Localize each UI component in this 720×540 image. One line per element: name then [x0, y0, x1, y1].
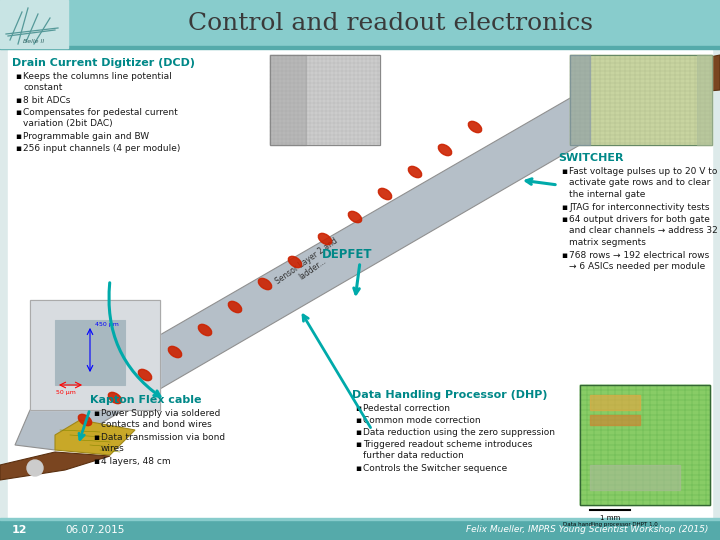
Text: 768 rows → 192 electrical rows
→ 6 ASICs needed per module: 768 rows → 192 electrical rows → 6 ASICs…	[569, 251, 709, 272]
Polygon shape	[55, 420, 135, 455]
Bar	[0, 520, 720, 540]
Text: Pedestal correction: Pedestal correction	[363, 404, 450, 413]
Bar	[270, 55, 380, 145]
Text: 4 layers, 48 cm: 4 layers, 48 cm	[101, 457, 171, 466]
Bar	[0, 0, 720, 48]
Ellipse shape	[438, 144, 451, 156]
Polygon shape	[0, 452, 110, 480]
Text: ▪: ▪	[15, 96, 21, 105]
Text: JTAG for interconnectivity tests: JTAG for interconnectivity tests	[569, 203, 709, 212]
Bar	[270, 55, 380, 145]
Text: Sensor Layer 2 and
ladder...: Sensor Layer 2 and ladder...	[274, 236, 346, 294]
Text: DEPFET: DEPFET	[322, 248, 372, 261]
Text: Fast voltage pulses up to 20 V to
activate gate rows and to clear
the internal g: Fast voltage pulses up to 20 V to activa…	[569, 167, 717, 199]
Bar	[590, 465, 680, 490]
Text: ▪: ▪	[561, 215, 567, 224]
Text: Data transmission via bond
wires: Data transmission via bond wires	[101, 433, 225, 454]
Text: Felix Mueller, IMPRS Young Scientist Workshop (2015): Felix Mueller, IMPRS Young Scientist Wor…	[466, 525, 708, 535]
Text: 1 mm: 1 mm	[600, 515, 620, 521]
Text: Power Supply via soldered
contacts and bond wires: Power Supply via soldered contacts and b…	[101, 409, 220, 429]
Text: Triggered readout scheme introduces
further data reduction: Triggered readout scheme introduces furt…	[363, 440, 532, 461]
Text: 256 input channels (4 per module): 256 input channels (4 per module)	[23, 144, 181, 153]
Text: 8 bit ADCs: 8 bit ADCs	[23, 96, 71, 105]
Text: 50 μm: 50 μm	[56, 390, 76, 395]
Text: Programmable gain and BW: Programmable gain and BW	[23, 132, 149, 141]
Text: ▪: ▪	[93, 457, 99, 466]
Text: ▪: ▪	[355, 464, 361, 473]
Bar	[697, 55, 712, 145]
Bar	[590, 395, 640, 410]
Bar	[0, 46, 720, 49]
Circle shape	[27, 460, 43, 476]
Text: ▪: ▪	[355, 416, 361, 425]
Text: ▪: ▪	[93, 409, 99, 418]
Bar	[580, 385, 710, 505]
Text: ▪: ▪	[355, 404, 361, 413]
Text: Data reduction using the zero suppression: Data reduction using the zero suppressio…	[363, 428, 555, 437]
Bar	[0, 518, 720, 520]
Text: Data handling processor DHPT 1.0: Data handling processor DHPT 1.0	[562, 522, 657, 527]
Bar	[30, 300, 160, 410]
Bar	[8, 50, 712, 518]
Text: Control and readout electronics: Control and readout electronics	[187, 12, 593, 36]
Ellipse shape	[198, 325, 212, 336]
Polygon shape	[15, 75, 640, 450]
Ellipse shape	[378, 188, 392, 200]
Bar	[590, 415, 640, 425]
Text: ▪: ▪	[561, 167, 567, 176]
Text: Keeps the columns line potential
constant: Keeps the columns line potential constan…	[23, 72, 172, 92]
Ellipse shape	[288, 256, 302, 268]
Text: 06.07.2015: 06.07.2015	[65, 525, 125, 535]
Bar	[570, 55, 712, 145]
Polygon shape	[610, 55, 720, 95]
Ellipse shape	[348, 211, 361, 222]
Ellipse shape	[108, 393, 122, 404]
Bar	[570, 55, 712, 145]
Bar	[55, 320, 125, 385]
Ellipse shape	[168, 346, 181, 357]
Ellipse shape	[228, 301, 242, 313]
Text: ▪: ▪	[355, 440, 361, 449]
Bar	[0, 0, 68, 48]
Ellipse shape	[318, 233, 332, 245]
Ellipse shape	[468, 122, 482, 133]
Text: ▪: ▪	[355, 428, 361, 437]
Text: ▪: ▪	[15, 144, 21, 153]
Text: SWITCHER: SWITCHER	[558, 153, 624, 163]
Text: ▪: ▪	[15, 108, 21, 117]
Text: Controls the Switcher sequence: Controls the Switcher sequence	[363, 464, 508, 473]
Text: 12: 12	[12, 525, 27, 535]
Text: ▪: ▪	[561, 251, 567, 260]
Ellipse shape	[78, 414, 91, 426]
Text: ▪: ▪	[15, 72, 21, 81]
Text: 64 output drivers for both gate
and clear channels → address 32
matrix segments: 64 output drivers for both gate and clea…	[569, 215, 718, 247]
Ellipse shape	[138, 369, 152, 381]
Bar	[30, 300, 160, 410]
Text: Kapton Flex cable: Kapton Flex cable	[90, 395, 202, 405]
Text: Belle II: Belle II	[23, 39, 45, 44]
Text: Data Handling Processor (DHP): Data Handling Processor (DHP)	[352, 390, 547, 400]
Text: 450 μm: 450 μm	[95, 322, 119, 327]
Text: ▪: ▪	[15, 132, 21, 141]
Bar	[580, 385, 710, 505]
Text: Drain Current Digitizer (DCD): Drain Current Digitizer (DCD)	[12, 58, 195, 68]
Text: ▪: ▪	[93, 433, 99, 442]
Bar	[270, 55, 306, 145]
Text: Common mode correction: Common mode correction	[363, 416, 481, 425]
Ellipse shape	[408, 166, 422, 178]
Ellipse shape	[258, 278, 271, 289]
Text: ▪: ▪	[561, 203, 567, 212]
Text: Compensates for pedestal current
variation (2bit DAC): Compensates for pedestal current variati…	[23, 108, 178, 129]
Bar	[570, 55, 590, 145]
